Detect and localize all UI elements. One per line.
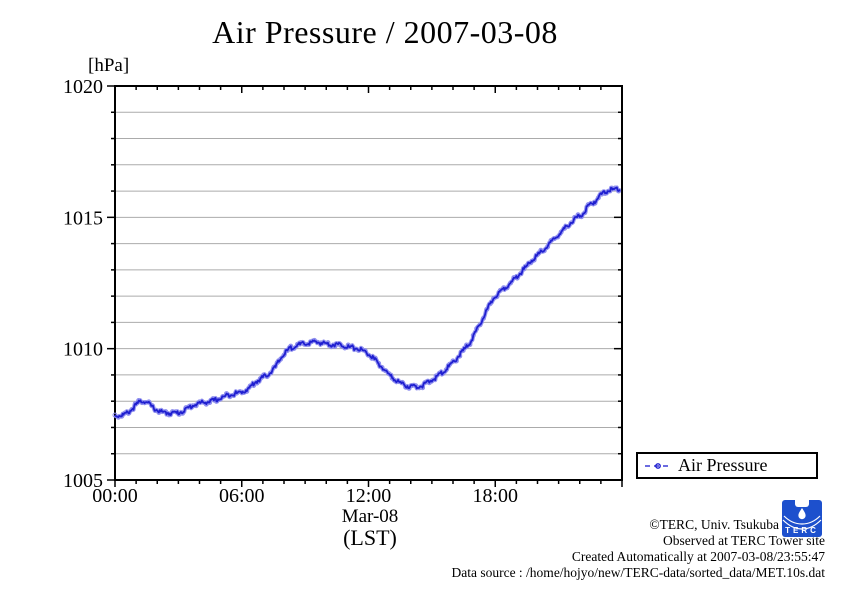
footer-copyright: ©TERC, Univ. Tsukuba xyxy=(649,517,779,532)
footer-created-at: Created Automatically at 2007-03-08/23:5… xyxy=(571,549,825,564)
terc-logo-text: TERC xyxy=(785,526,819,535)
svg-text:1020: 1020 xyxy=(63,76,103,98)
legend-line-sample-icon xyxy=(645,462,671,469)
svg-text:1015: 1015 xyxy=(63,207,103,229)
svg-text:12:00: 12:00 xyxy=(346,485,392,507)
svg-text:06:00: 06:00 xyxy=(219,485,265,507)
legend-label: Air Pressure xyxy=(678,455,768,475)
legend-box: Air Pressure xyxy=(636,452,818,479)
y-axis-unit-label: [hPa] xyxy=(88,55,130,76)
footer-credits: ©TERC, Univ. Tsukuba Observed at TERC To… xyxy=(451,517,825,581)
terc-logo: TERC xyxy=(782,500,822,537)
svg-text:18:00: 18:00 xyxy=(472,485,518,507)
svg-text:00:00: 00:00 xyxy=(92,485,138,507)
chart-title: Air Pressure / 2007-03-08 xyxy=(212,14,558,50)
x-axis-date-label: Mar-08 xyxy=(341,506,399,527)
footer-data-source: Data source : /home/hojyo/new/TERC-data/… xyxy=(451,565,825,580)
svg-text:1005: 1005 xyxy=(63,470,103,492)
footer-observed-site: Observed at TERC Tower site xyxy=(662,533,825,548)
x-axis-timezone-label: (LST) xyxy=(343,525,397,550)
svg-text:1010: 1010 xyxy=(63,339,103,361)
